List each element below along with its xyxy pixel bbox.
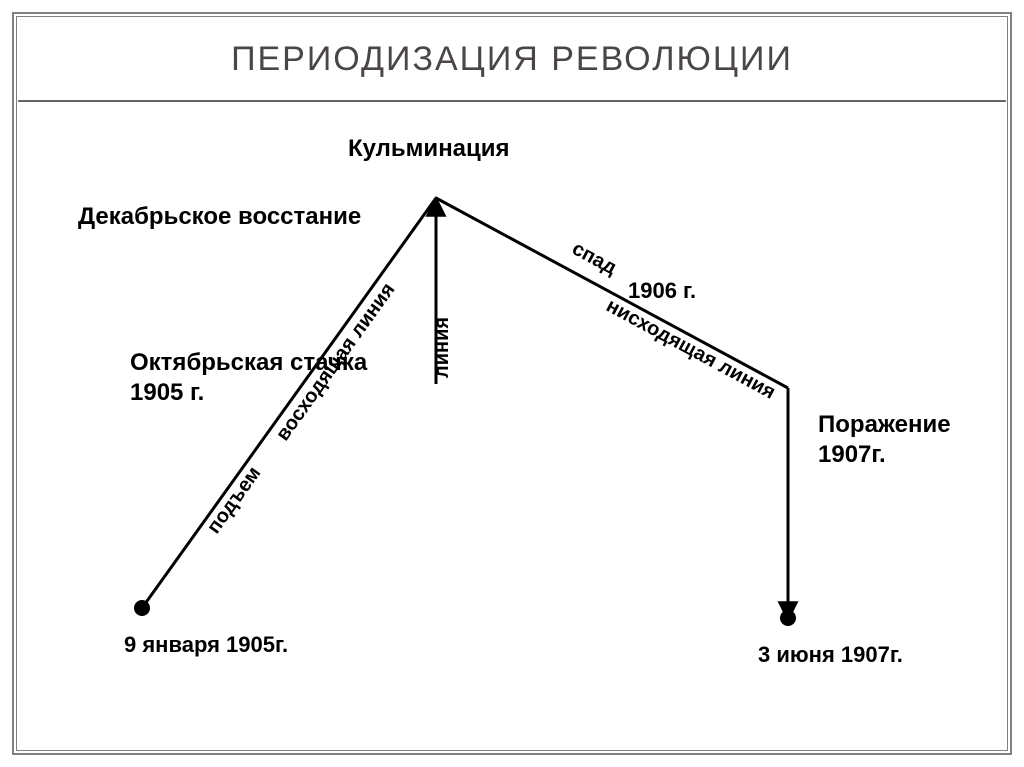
free-label: 1905 г. bbox=[130, 379, 204, 406]
free-label: 1906 г. bbox=[628, 278, 696, 303]
edge-label: нисходящая линия bbox=[603, 295, 780, 404]
diagram-area: подъемвосходящая линияспаднисходящая лин… bbox=[18, 108, 1006, 749]
edge-label: подъем bbox=[203, 463, 266, 538]
free-label: Поражение bbox=[818, 411, 951, 438]
free-label: Кульминация bbox=[348, 135, 510, 162]
title-bar: ПЕРИОДИЗАЦИЯ РЕВОЛЮЦИИ bbox=[18, 18, 1006, 102]
vertical-arrow-label: линия bbox=[431, 317, 453, 378]
slide: ПЕРИОДИЗАЦИЯ РЕВОЛЮЦИИ подъемвосходящая … bbox=[0, 0, 1024, 767]
diagram-svg: подъемвосходящая линияспаднисходящая лин… bbox=[18, 108, 1006, 749]
free-label: Октябрьская стачка bbox=[130, 349, 368, 376]
node-label: 9 января 1905г. bbox=[124, 632, 288, 657]
free-label: Декабрьское восстание bbox=[78, 203, 361, 230]
node-label: 3 июня 1907г. bbox=[758, 642, 903, 667]
page-title: ПЕРИОДИЗАЦИЯ РЕВОЛЮЦИИ bbox=[231, 40, 793, 79]
free-label: 1907г. bbox=[818, 441, 886, 468]
